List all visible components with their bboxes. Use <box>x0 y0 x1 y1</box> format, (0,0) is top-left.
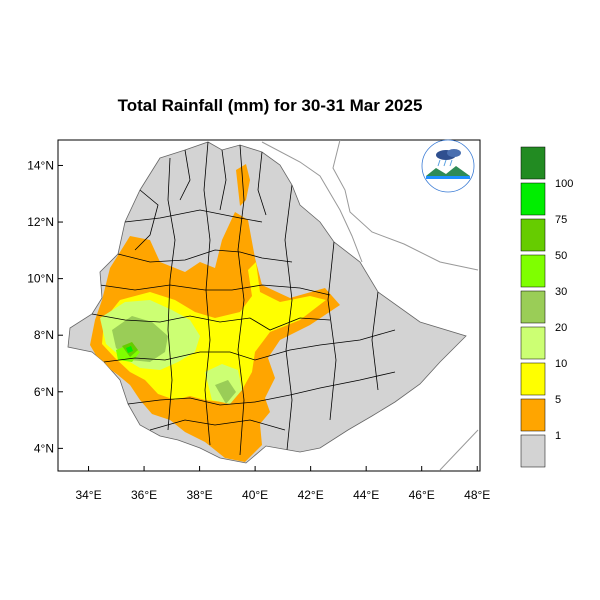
lon-tick-label: 46°E <box>409 488 435 502</box>
lon-tick-label: 34°E <box>75 488 101 502</box>
legend-label: 75 <box>555 214 567 226</box>
legend-label: 30 <box>555 286 567 298</box>
map-title: Total Rainfall (mm) for 30-31 Mar 2025 <box>117 96 423 115</box>
lon-tick-label: 36°E <box>131 488 157 502</box>
legend-swatch <box>520 254 546 288</box>
legend-label: 20 <box>555 322 567 334</box>
ethiopian-meteorology-institute-logo <box>421 139 475 193</box>
legend-swatch <box>520 182 546 216</box>
legend-label: 100 <box>555 178 573 190</box>
legend-swatch <box>520 326 546 360</box>
lat-tick-label: 14°N <box>27 158 54 172</box>
legend-label: 1 <box>555 430 561 442</box>
legend-swatch <box>520 398 546 432</box>
legend-label: 5 <box>555 394 561 406</box>
lon-tick-label: 38°E <box>187 488 213 502</box>
lat-tick-label: 6°N <box>34 385 54 399</box>
neighbor-borders <box>261 140 479 471</box>
lon-tick-label: 40°E <box>242 488 268 502</box>
lon-tick-label: 48°E <box>464 488 490 502</box>
longitude-axis: 34°E 36°E 38°E 40°E 42°E 44°E 46°E 48°E <box>75 466 490 502</box>
legend-label: 10 <box>555 358 567 370</box>
rainfall-legend: 1 5 10 20 30 50 75 100 <box>520 146 573 468</box>
legend-swatch <box>520 290 546 324</box>
legend-swatch <box>520 362 546 396</box>
legend-swatch <box>520 434 546 468</box>
lat-tick-label: 4°N <box>34 441 54 455</box>
legend-label: 50 <box>555 250 567 262</box>
lon-tick-label: 42°E <box>298 488 324 502</box>
legend-swatch <box>520 146 546 180</box>
lon-tick-label: 44°E <box>353 488 379 502</box>
lat-tick-label: 8°N <box>34 328 54 342</box>
lat-tick-label: 12°N <box>27 215 54 229</box>
lat-tick-label: 10°N <box>27 272 54 286</box>
legend-swatch <box>520 218 546 252</box>
latitude-axis: 14°N 12°N 10°N 8°N 6°N 4°N <box>27 158 63 455</box>
admin-boundaries <box>91 142 396 456</box>
